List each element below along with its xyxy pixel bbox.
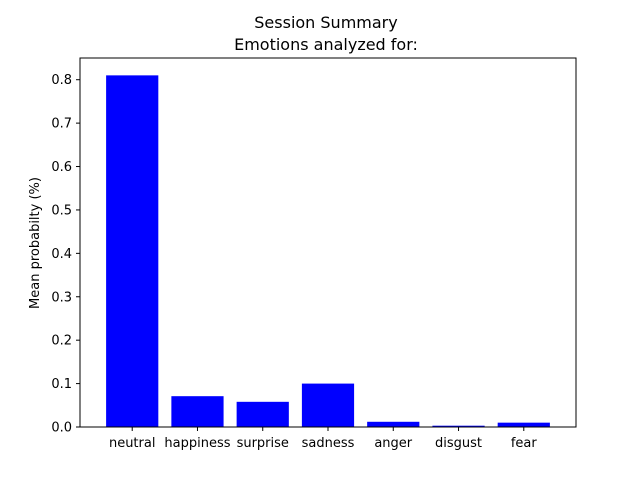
- bar-disgust: [432, 425, 485, 427]
- x-tick-label-surprise: surprise: [237, 436, 289, 451]
- bar-sadness: [301, 383, 355, 427]
- y-tick-label: 0.1: [51, 377, 72, 392]
- x-tick-label-sadness: sadness: [302, 436, 355, 451]
- bar-surprise: [236, 401, 289, 427]
- x-tick-label-disgust: disgust: [435, 436, 482, 451]
- chart-title: Session Summary: [254, 13, 397, 32]
- y-tick-label: 0.7: [51, 117, 72, 132]
- y-tick-label: 0.8: [51, 73, 72, 88]
- y-tick-label: 0.0: [51, 421, 72, 436]
- x-tick-label-anger: anger: [374, 436, 412, 451]
- x-axis-ticks: neutral happiness surprise sadness anger disg…: [109, 427, 537, 451]
- y-tick-label: 0.5: [51, 203, 72, 218]
- bar-anger: [367, 421, 420, 427]
- y-tick-label: 0.6: [51, 160, 72, 175]
- bar-neutral: [106, 75, 159, 428]
- y-tick-label: 0.3: [51, 290, 72, 305]
- bars-layer: [106, 75, 550, 428]
- chart-subtitle: Emotions analyzed for:: [234, 35, 418, 54]
- y-tick-label: 0.4: [51, 247, 72, 262]
- y-tick-label: 0.2: [51, 334, 72, 349]
- x-tick-label-happiness: happiness: [164, 436, 230, 451]
- x-tick-label-neutral: neutral: [109, 436, 156, 451]
- plot-frame: [79, 57, 577, 428]
- bar-fear: [497, 422, 550, 427]
- bar-happiness: [171, 396, 224, 427]
- y-axis-ticks: 0.0 0.1 0.2 0.3 0.4 0.5 0.6 0.7 0.8: [51, 73, 80, 436]
- x-tick-label-fear: fear: [511, 436, 538, 451]
- y-axis-label: Mean probabilty (%): [28, 177, 43, 309]
